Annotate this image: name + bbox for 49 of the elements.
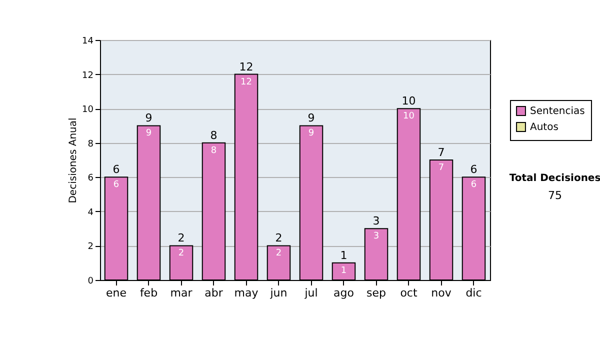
data-label: 6 bbox=[470, 180, 477, 190]
x-tick-label: feb bbox=[140, 286, 158, 300]
total-label: 12 bbox=[239, 60, 254, 74]
x-tick-label: jun bbox=[269, 286, 288, 300]
x-tick-label: dic bbox=[466, 286, 482, 300]
y-tick-label: 12 bbox=[82, 70, 94, 81]
total-label: 3 bbox=[372, 214, 380, 228]
total-label: 9 bbox=[308, 112, 315, 125]
data-label: 2 bbox=[178, 248, 184, 259]
x-tick-label: nov bbox=[431, 286, 452, 300]
data-label: 8 bbox=[210, 146, 217, 156]
data-label: 3 bbox=[373, 232, 380, 242]
x-tick-label: may bbox=[234, 286, 259, 300]
legend-label: Autos bbox=[530, 122, 558, 133]
data-label: 10 bbox=[403, 112, 415, 122]
data-label: 7 bbox=[438, 163, 444, 173]
legend-label: Sentencias bbox=[530, 106, 585, 117]
y-tick-label: 6 bbox=[88, 174, 94, 184]
data-label: 2 bbox=[276, 248, 282, 259]
text: Total Decisiones bbox=[509, 173, 600, 184]
data-label: 9 bbox=[308, 128, 314, 139]
x-tick-label: sep bbox=[366, 286, 386, 300]
y-tick-label: 0 bbox=[88, 276, 94, 286]
x-tick-label: ene bbox=[106, 286, 127, 300]
y-axis-title: Decisiones Anual bbox=[68, 118, 80, 204]
data-label: 6 bbox=[113, 180, 120, 190]
data-label: 9 bbox=[146, 128, 152, 139]
data-label: 1 bbox=[340, 266, 347, 276]
data-label: 12 bbox=[240, 77, 252, 88]
total-label: 6 bbox=[470, 163, 478, 176]
total-label: 7 bbox=[438, 146, 445, 159]
x-tick-label: oct bbox=[400, 286, 418, 300]
x-tick-label: ago bbox=[334, 286, 354, 300]
y-tick-label: 4 bbox=[88, 208, 94, 218]
total-label: 9 bbox=[145, 112, 152, 125]
y-tick-label: 2 bbox=[88, 242, 94, 252]
total-label: 6 bbox=[112, 163, 120, 176]
x-tick-label: mar bbox=[170, 286, 193, 300]
x-tick-label: abr bbox=[204, 286, 224, 300]
total-label: 8 bbox=[210, 128, 218, 142]
text: 75 bbox=[548, 189, 562, 202]
total-label: 10 bbox=[402, 94, 416, 108]
total-label: 2 bbox=[178, 232, 185, 245]
x-tick-label: jul bbox=[304, 286, 318, 300]
y-tick-label: 14 bbox=[82, 36, 94, 46]
y-tick-label: 8 bbox=[88, 139, 94, 150]
total-label: 1 bbox=[340, 248, 348, 262]
total-label: 2 bbox=[275, 232, 282, 245]
y-tick-label: 10 bbox=[82, 105, 94, 116]
